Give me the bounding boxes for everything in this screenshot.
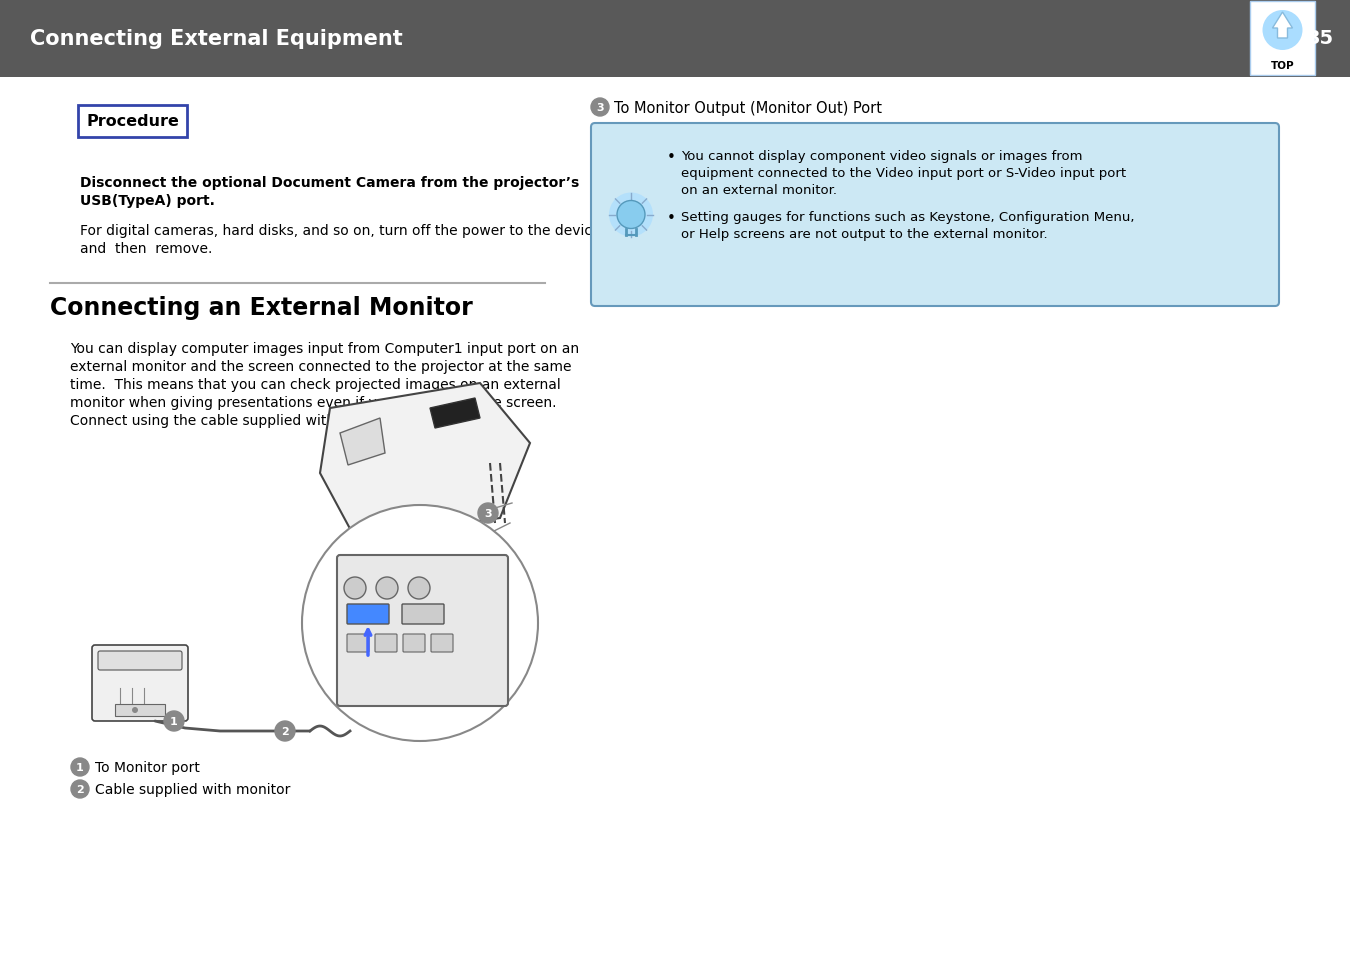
- Text: or Help screens are not output to the external monitor.: or Help screens are not output to the ex…: [680, 228, 1048, 241]
- FancyBboxPatch shape: [92, 645, 188, 721]
- Text: 2: 2: [76, 784, 84, 794]
- Bar: [1250, 2, 1315, 76]
- FancyBboxPatch shape: [99, 651, 182, 670]
- FancyBboxPatch shape: [78, 106, 188, 138]
- Text: and  then  remove.: and then remove.: [80, 242, 212, 255]
- Text: 3: 3: [485, 509, 491, 518]
- Circle shape: [163, 711, 184, 731]
- Circle shape: [72, 781, 89, 799]
- Circle shape: [591, 99, 609, 117]
- Text: 35: 35: [1307, 30, 1334, 49]
- Circle shape: [344, 578, 366, 599]
- Circle shape: [478, 503, 498, 523]
- Text: Connecting an External Monitor: Connecting an External Monitor: [50, 295, 472, 319]
- Circle shape: [609, 193, 653, 237]
- Text: equipment connected to the Video input port or S-Video input port: equipment connected to the Video input p…: [680, 167, 1126, 180]
- Circle shape: [377, 578, 398, 599]
- Text: •: •: [667, 150, 676, 165]
- FancyBboxPatch shape: [431, 635, 454, 652]
- FancyBboxPatch shape: [347, 604, 389, 624]
- Polygon shape: [320, 384, 531, 538]
- FancyBboxPatch shape: [347, 635, 369, 652]
- Circle shape: [302, 505, 539, 741]
- Circle shape: [72, 759, 89, 776]
- Text: 3: 3: [597, 103, 603, 112]
- Text: To Monitor Output (Monitor Out) Port: To Monitor Output (Monitor Out) Port: [614, 100, 882, 115]
- Circle shape: [617, 201, 645, 230]
- Circle shape: [275, 721, 296, 741]
- Circle shape: [1262, 11, 1303, 51]
- Text: Cable supplied with monitor: Cable supplied with monitor: [95, 782, 290, 796]
- Text: monitor when giving presentations even if you cannot see the screen.: monitor when giving presentations even i…: [70, 395, 556, 410]
- Text: Procedure: Procedure: [86, 114, 180, 130]
- Bar: [0, 0, 1350, 78]
- Text: 2: 2: [281, 726, 289, 737]
- Text: TOP: TOP: [1270, 61, 1295, 71]
- Text: 1: 1: [76, 762, 84, 772]
- Text: To Monitor port: To Monitor port: [95, 760, 200, 774]
- Text: external monitor and the screen connected to the projector at the same: external monitor and the screen connecte…: [70, 359, 571, 374]
- FancyBboxPatch shape: [338, 556, 508, 706]
- FancyBboxPatch shape: [402, 604, 444, 624]
- Text: Setting gauges for functions such as Keystone, Configuration Menu,: Setting gauges for functions such as Key…: [680, 211, 1134, 224]
- Polygon shape: [1273, 13, 1292, 39]
- Text: •: •: [667, 211, 676, 226]
- FancyBboxPatch shape: [404, 635, 425, 652]
- FancyBboxPatch shape: [591, 124, 1278, 307]
- Text: You can display computer images input from Computer1 input port on an: You can display computer images input fr…: [70, 341, 579, 355]
- Text: USB(TypeA) port.: USB(TypeA) port.: [80, 193, 215, 208]
- Bar: [115, 704, 165, 717]
- Text: Disconnect the optional Document Camera from the projector’s: Disconnect the optional Document Camera …: [80, 175, 579, 190]
- Circle shape: [132, 707, 138, 713]
- Text: on an external monitor.: on an external monitor.: [680, 184, 837, 196]
- Text: Connecting External Equipment: Connecting External Equipment: [30, 29, 402, 49]
- Text: Connect using the cable supplied with the external monitor.: Connect using the cable supplied with th…: [70, 414, 486, 428]
- Text: time.  This means that you can check projected images on an external: time. This means that you can check proj…: [70, 377, 560, 392]
- Text: You cannot display component video signals or images from: You cannot display component video signa…: [680, 150, 1083, 163]
- FancyBboxPatch shape: [375, 635, 397, 652]
- Polygon shape: [340, 418, 385, 465]
- Polygon shape: [431, 398, 481, 429]
- Circle shape: [408, 578, 431, 599]
- Text: 1: 1: [170, 717, 178, 726]
- Text: For digital cameras, hard disks, and so on, turn off the power to the device: For digital cameras, hard disks, and so …: [80, 224, 601, 237]
